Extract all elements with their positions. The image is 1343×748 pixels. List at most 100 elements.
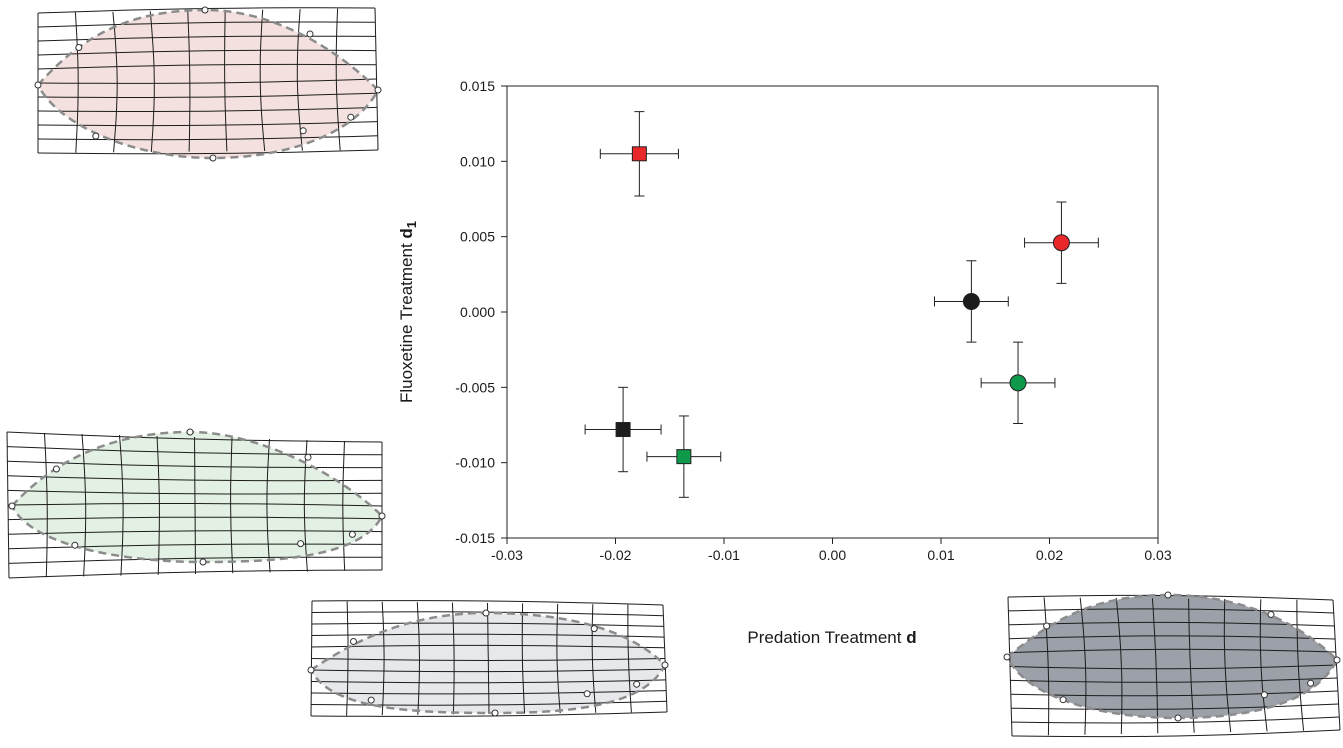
grid-line <box>1009 648 1336 654</box>
y-tick-label: 0.000 <box>460 304 495 320</box>
body-outline <box>1005 593 1339 720</box>
grid-line <box>224 10 228 152</box>
y-tick-label: 0.005 <box>460 229 495 245</box>
landmark <box>633 680 641 688</box>
grid-line <box>311 600 664 606</box>
landmark <box>349 638 357 645</box>
y-axis: -0.015 -0.010 -0.005 0.000 0.005 0.010 0.015 <box>455 78 507 546</box>
grid-line <box>335 8 341 151</box>
landmark <box>348 530 356 538</box>
grid-line <box>521 603 526 714</box>
landmark <box>1003 653 1011 661</box>
data-point <box>646 415 722 498</box>
grid-line <box>311 658 666 662</box>
landmark <box>92 132 100 140</box>
grid-line <box>1011 729 1341 738</box>
grid-line <box>187 10 191 152</box>
landmark <box>1043 622 1051 630</box>
x-tick-label: 0.00 <box>819 547 846 563</box>
grid-line <box>74 12 79 153</box>
grid-line <box>627 604 632 713</box>
landmark <box>304 453 312 461</box>
landmark <box>306 30 314 38</box>
landmark <box>1164 591 1172 599</box>
landmark <box>34 81 42 89</box>
grid-line <box>8 530 383 535</box>
grid-line <box>8 556 382 564</box>
x-tick-label: -0.01 <box>708 547 740 563</box>
x-axis: -0.03 -0.02 -0.01 0.00 0.01 0.02 0.03 <box>491 538 1172 563</box>
square-marker <box>676 449 692 465</box>
grid-line <box>7 503 383 507</box>
grid-line <box>1008 608 1334 614</box>
data-point <box>584 386 662 473</box>
grid-line <box>37 106 378 112</box>
x-tick-label: 0.03 <box>1144 547 1171 563</box>
landmark <box>201 6 209 14</box>
body-fill <box>12 432 382 562</box>
y-tick-label: 0.015 <box>460 78 495 94</box>
grid-line <box>1009 664 1337 670</box>
grid-line <box>81 433 87 577</box>
grid-line <box>1010 677 1338 683</box>
data-point <box>599 111 679 197</box>
x-tick-label: 0.01 <box>927 547 954 563</box>
landmark <box>1307 679 1315 687</box>
grid-line <box>8 543 383 550</box>
landmark <box>299 127 307 135</box>
grid-line <box>310 711 668 717</box>
grid-line <box>1011 716 1340 724</box>
landmark <box>1260 691 1268 699</box>
landmark <box>347 113 355 121</box>
x-tick-label: -0.03 <box>491 547 523 563</box>
data-points <box>584 111 1099 498</box>
grid-line <box>381 601 385 716</box>
body-fill <box>1007 595 1337 718</box>
grid-line <box>7 489 383 495</box>
grid-line <box>8 516 383 521</box>
x-axis-title: Predation Treatment d <box>747 628 916 647</box>
landmark <box>482 609 490 617</box>
circle-marker <box>1009 374 1027 392</box>
grid-line <box>1079 597 1087 735</box>
deformation-grids <box>6 6 1341 738</box>
data-point <box>1024 201 1099 284</box>
body-outline <box>10 430 384 564</box>
landmark <box>209 154 217 162</box>
y-tick-label: -0.005 <box>455 379 495 395</box>
grid-line <box>451 602 455 715</box>
y-tick-label: 0.010 <box>460 153 495 169</box>
grid-line <box>37 78 377 84</box>
grid-line <box>556 603 561 714</box>
grid-line <box>37 149 379 155</box>
scatter-chart: -0.03 -0.02 -0.01 0.00 0.01 0.02 0.03 -0.015-0… <box>397 78 1172 647</box>
data-point <box>980 341 1056 424</box>
grid-line <box>37 35 376 42</box>
landmark <box>297 540 305 548</box>
dark-shape-grid <box>1003 591 1341 738</box>
grid-line <box>342 440 346 571</box>
landmark <box>1333 656 1341 664</box>
grid-line <box>1188 598 1195 733</box>
green-shape-grid <box>6 428 386 579</box>
grid-line <box>8 569 383 579</box>
grid-line <box>311 668 666 673</box>
landmark <box>71 541 79 549</box>
grid-line <box>311 690 667 695</box>
landmark <box>8 502 16 510</box>
grid-line <box>591 604 597 713</box>
grid-line <box>1259 599 1268 732</box>
landmark <box>491 709 499 717</box>
grid-line <box>259 9 266 152</box>
grid-line <box>1296 599 1305 731</box>
y-axis-title: Fluoxetine Treatment d1 <box>397 221 419 403</box>
landmark <box>378 512 386 520</box>
grid-line <box>1223 598 1232 733</box>
grid-line <box>149 11 155 153</box>
landmark <box>583 690 591 698</box>
landmark <box>75 44 83 51</box>
grid-line <box>1115 597 1123 735</box>
grid-line <box>266 438 271 573</box>
grid-line <box>44 432 48 578</box>
